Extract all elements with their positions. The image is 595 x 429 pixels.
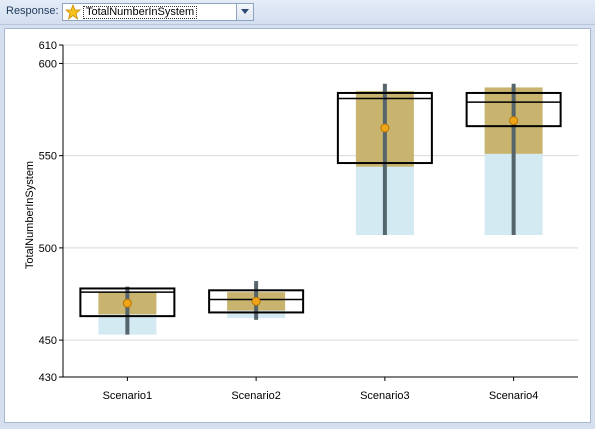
y-tick-label: 600 xyxy=(39,58,57,70)
box-outline xyxy=(465,91,562,128)
y-tick-label: 450 xyxy=(39,335,57,347)
box-outline xyxy=(208,289,305,314)
boxplot-chart: 430 450 500 550 600 610 Scenario1 Scenario2 Scen… xyxy=(24,40,578,402)
mean-marker xyxy=(122,298,132,308)
response-toolbar: Response: TotalNumberInSystem xyxy=(0,0,595,25)
x-tick-label: Scenario1 xyxy=(103,390,153,402)
x-tick-label: Scenario2 xyxy=(231,390,281,402)
chart-panel: 430 450 500 550 600 610 Scenario1 Scenario2 Scen… xyxy=(4,28,591,423)
y-tick-label: 500 xyxy=(39,243,57,255)
response-combobox[interactable]: TotalNumberInSystem xyxy=(62,3,254,21)
x-tick-label: Scenario4 xyxy=(489,390,539,402)
y-axis-label: TotalNumberInSystem xyxy=(24,161,36,269)
mean-marker xyxy=(509,116,519,126)
star-icon xyxy=(64,3,82,21)
mean-marker xyxy=(251,296,261,306)
response-value: TotalNumberInSystem xyxy=(83,6,198,19)
plot-area xyxy=(79,83,562,335)
box-outline xyxy=(336,91,433,165)
tick-labels: 430 450 500 550 600 610 Scenario1 Scenario2 Scen… xyxy=(39,40,539,402)
response-label: Response: xyxy=(6,5,59,17)
mean-marker xyxy=(380,123,390,133)
x-tick-label: Scenario3 xyxy=(360,390,410,402)
box-outline xyxy=(79,287,176,318)
y-tick-label: 550 xyxy=(39,151,57,163)
chevron-down-icon xyxy=(241,9,249,14)
y-tick-label: 430 xyxy=(39,372,57,384)
y-tick-label: 610 xyxy=(39,40,57,52)
dropdown-button[interactable] xyxy=(236,4,253,20)
